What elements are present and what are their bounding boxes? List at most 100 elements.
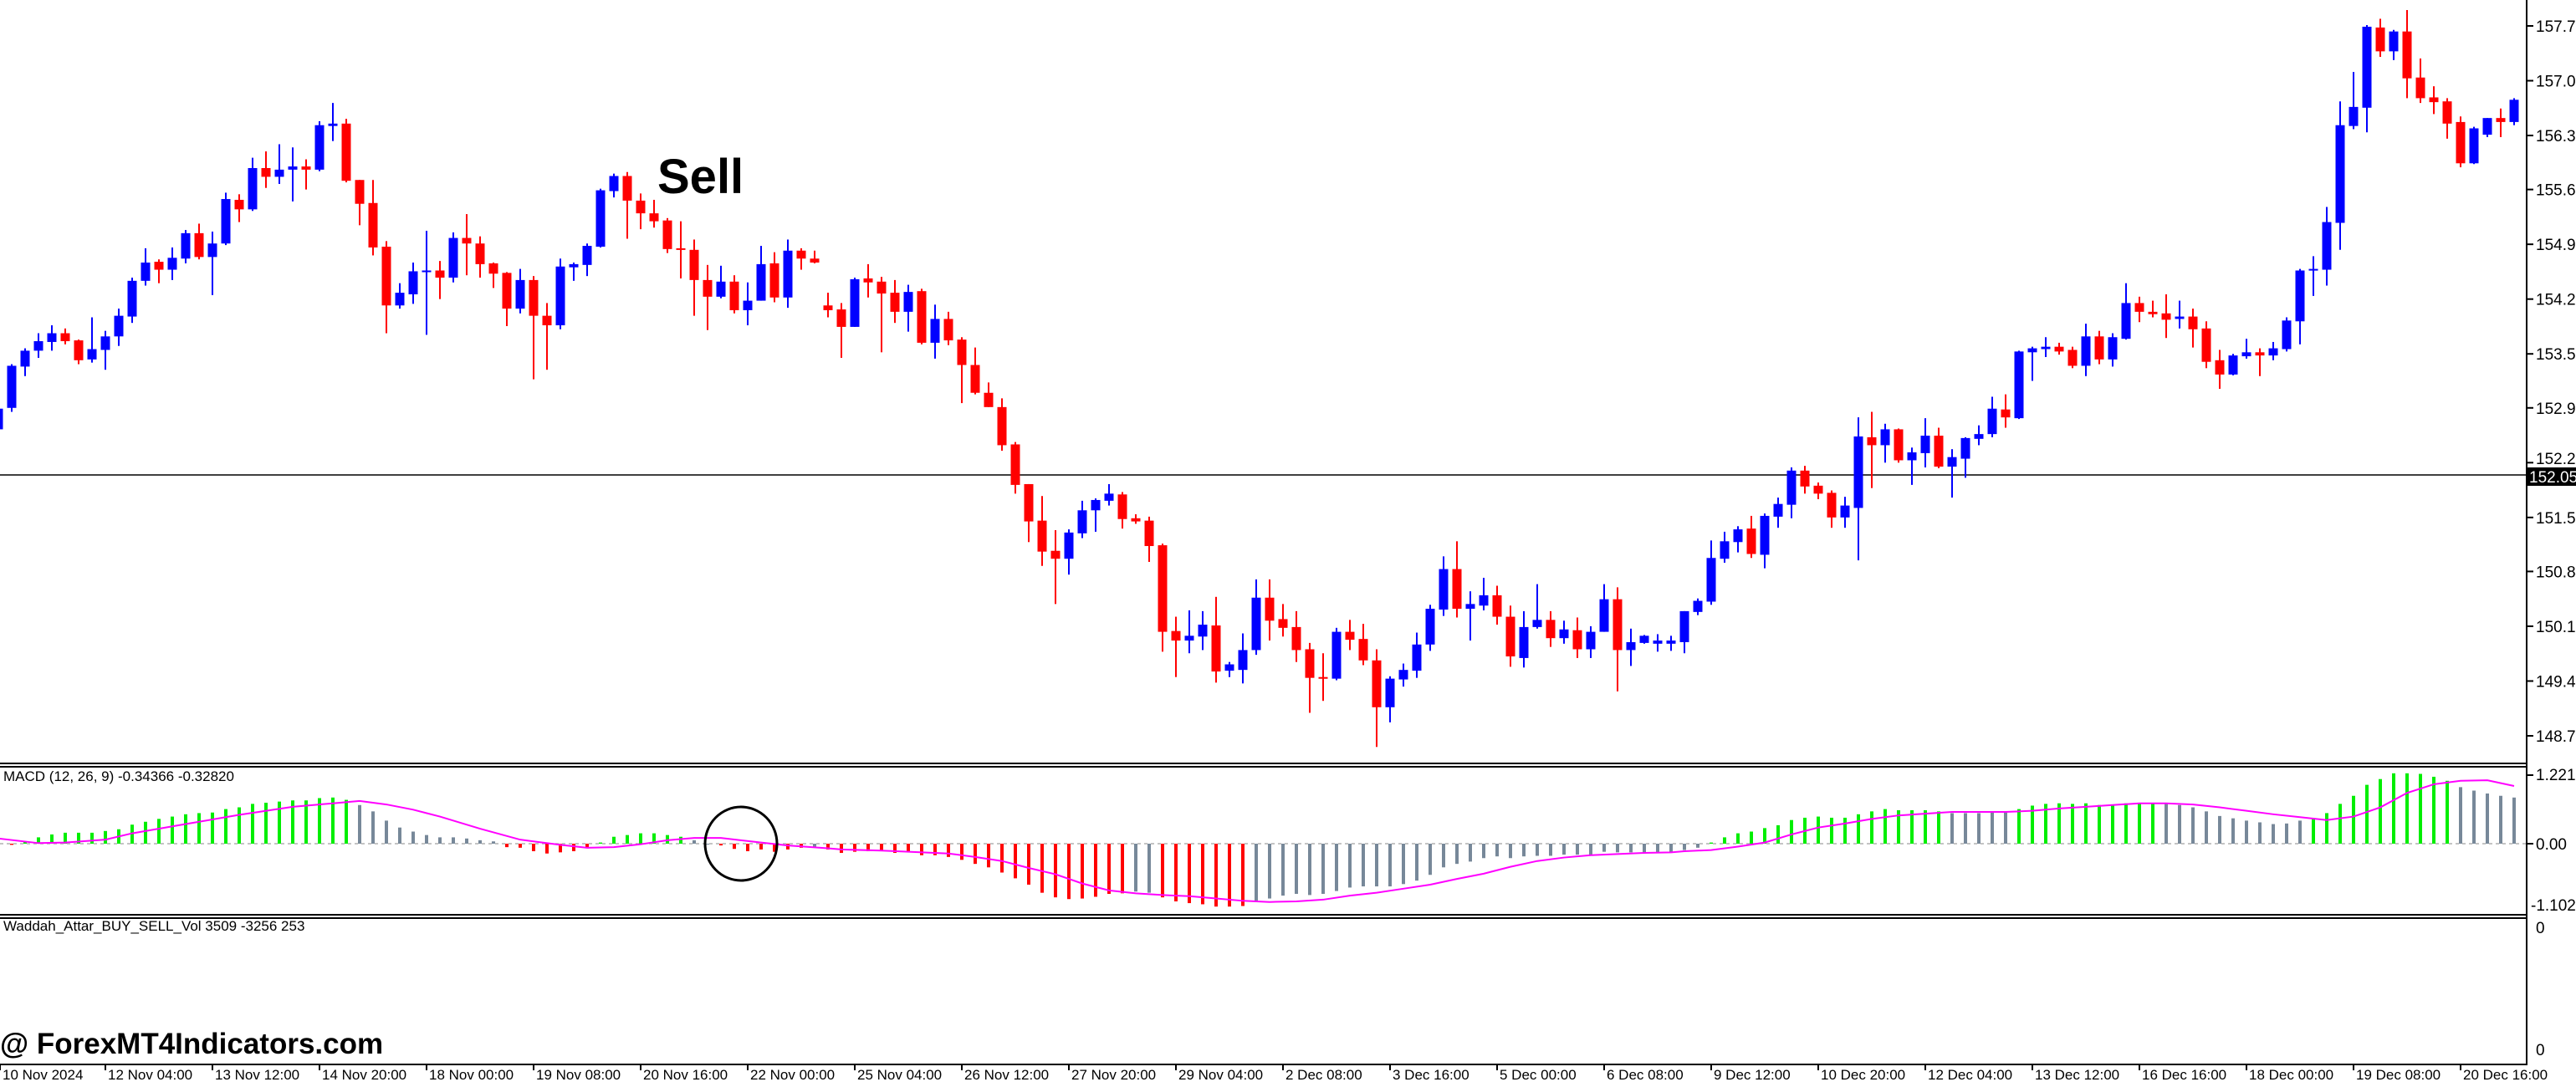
macd-histogram-bar [2459, 787, 2462, 844]
time-axis-label: 9 Dec 12:00 [1714, 1067, 1791, 1082]
candle [1706, 540, 1716, 605]
candles-layer [0, 10, 2519, 748]
macd-axis-min: -1.10271 [2531, 897, 2576, 915]
macd-histogram-bar [2017, 809, 2021, 844]
candle [1398, 663, 1408, 687]
macd-histogram-bar [144, 821, 147, 844]
candle [1599, 584, 1609, 632]
candle [1479, 578, 1489, 610]
candle-body [1840, 505, 1850, 518]
candle [368, 180, 378, 256]
candle-body [2041, 346, 2051, 350]
candle-body [1947, 457, 1957, 467]
candle [957, 337, 967, 404]
candle-body [1398, 670, 1408, 680]
macd-histogram-bar [1027, 844, 1030, 885]
price-axis[interactable]: 157.710 157.020 156.330 155.650 154.960 154.2… [2527, 18, 2576, 746]
candle [1452, 541, 1462, 618]
candle-body [1894, 429, 1904, 461]
candle [1345, 620, 1355, 651]
macd-histogram-bar [1763, 828, 1766, 844]
candle [288, 147, 298, 202]
candle [2215, 350, 2225, 389]
candle [248, 157, 258, 212]
candle-body [2496, 118, 2506, 122]
candle [1653, 634, 1663, 652]
candle-body [167, 258, 177, 270]
candle-body [87, 349, 97, 360]
candle [595, 188, 606, 248]
candle-body [221, 199, 231, 244]
macd-histogram-bar [652, 833, 656, 844]
macd-histogram-bar [2098, 804, 2101, 844]
candle-body [569, 263, 579, 268]
macd-histogram-bar [639, 833, 642, 844]
time-axis-label: 25 Nov 04:00 [857, 1067, 942, 1082]
time-axis-label: 20 Dec 16:00 [2463, 1067, 2548, 1082]
macd-histogram-bar [1469, 844, 1472, 862]
candle [2188, 309, 2198, 348]
candle-body [609, 176, 619, 191]
macd-histogram-bar [1937, 811, 1940, 844]
macd-histogram-bar [2057, 803, 2061, 844]
macd-histogram-bar [37, 837, 40, 844]
macd-histogram-bar [77, 832, 80, 844]
candle [890, 279, 900, 324]
candle [20, 348, 30, 376]
candle [475, 236, 485, 278]
macd-label: MACD (12, 26, 9) -0.34366 -0.32820 [3, 768, 234, 784]
candle [743, 282, 753, 326]
candle [2175, 300, 2185, 329]
candle [1305, 642, 1315, 713]
macd-axis-max: 1.22182 [2536, 767, 2576, 784]
macd-histogram-bar [1509, 844, 1512, 859]
candle [2349, 72, 2359, 130]
macd-histogram-bar [478, 840, 482, 844]
time-axis-label: 5 Dec 00:00 [1500, 1067, 1577, 1082]
candle [2067, 346, 2078, 369]
candle [2161, 293, 2171, 339]
candle-body [1077, 510, 1087, 533]
time-axis[interactable]: 10 Nov 2024 12 Nov 04:00 13 Nov 12:00 14 No… [0, 1064, 2548, 1082]
candle [1572, 617, 1582, 658]
candle-body [783, 250, 793, 298]
macd-histogram-bar [1295, 844, 1298, 895]
candle [2322, 207, 2332, 286]
macd-histogram-bar [291, 800, 294, 844]
candle [1559, 620, 1569, 644]
macd-histogram-bar [559, 844, 562, 853]
candle-body [60, 333, 70, 342]
macd-histogram-bar [2512, 797, 2516, 844]
candle-body [422, 270, 432, 273]
macd-histogram-bar [572, 844, 575, 851]
candle [1291, 610, 1301, 662]
candle [2108, 333, 2118, 367]
candle-body [2389, 31, 2399, 52]
macd-histogram-bar [719, 844, 723, 846]
candle-body [2001, 409, 2011, 418]
candle-body [515, 279, 525, 309]
macd-histogram-bar [1335, 844, 1338, 891]
candle [341, 119, 351, 183]
candle-body [2482, 118, 2492, 135]
candle-body [1479, 595, 1489, 606]
candle [2496, 108, 2506, 137]
candle-body [248, 167, 258, 210]
candle-body [1117, 494, 1127, 519]
macd-histogram-bar [1669, 844, 1673, 853]
candle-body [2375, 27, 2385, 52]
candle-body [1613, 599, 1623, 651]
candle-body [1358, 639, 1368, 661]
candle-body [127, 280, 137, 317]
time-axis-label: 10 Nov 2024 [3, 1067, 83, 1082]
candle-body [2335, 125, 2345, 223]
macd-histogram-bar [278, 801, 281, 844]
candle [7, 364, 17, 412]
macd-histogram-bar [465, 838, 468, 844]
macd-histogram-bar [1710, 842, 1713, 844]
candle-body [756, 263, 766, 301]
candle [408, 263, 418, 304]
candle [1010, 441, 1020, 494]
time-axis-label: 3 Dec 16:00 [1393, 1067, 1469, 1082]
